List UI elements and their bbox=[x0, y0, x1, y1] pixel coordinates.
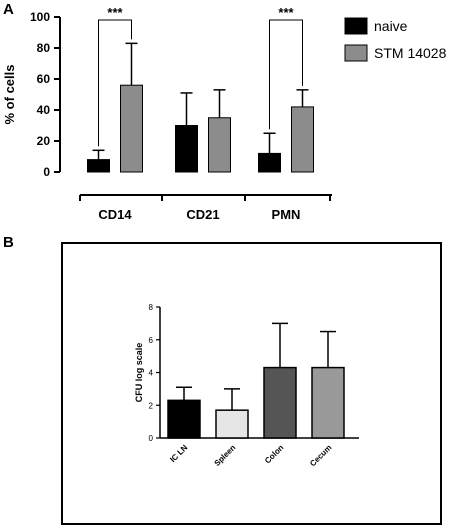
y-tick-label: 20 bbox=[37, 134, 51, 148]
y-tick-label: 0 bbox=[149, 434, 154, 443]
legend-swatch-1 bbox=[344, 44, 368, 62]
y-tick-label: 8 bbox=[149, 303, 154, 312]
legend-swatch-0 bbox=[344, 17, 368, 35]
bar-1-0 bbox=[120, 84, 143, 173]
y-tick-label: 4 bbox=[149, 369, 154, 378]
significance-label: *** bbox=[107, 5, 123, 20]
bar-1-2 bbox=[291, 106, 314, 173]
y-tick-label: 0 bbox=[43, 165, 50, 179]
chart-b: 0 2 4 6 8 CFU log scale IC LN Spleen Colon Cecum bbox=[134, 303, 359, 468]
y-tick-label: 40 bbox=[37, 103, 51, 117]
y-tick-label: 80 bbox=[37, 41, 51, 55]
x-tick-label: Cecum bbox=[308, 443, 333, 468]
y-tick-label: 2 bbox=[149, 401, 154, 410]
significance-bracket bbox=[98, 19, 132, 147]
y-tick-label: 100 bbox=[30, 10, 50, 24]
x-tick-label: PMN bbox=[272, 207, 301, 222]
legend-label-1: STM 14028 bbox=[374, 45, 447, 61]
bar-0-2 bbox=[258, 152, 281, 173]
panel-b-label: B bbox=[3, 234, 14, 251]
significance-bracket bbox=[269, 19, 303, 130]
x-tick-label: Colon bbox=[263, 443, 285, 465]
legend-label-0: naive bbox=[374, 18, 408, 34]
panel-b-frame bbox=[61, 242, 442, 525]
bar-2 bbox=[263, 366, 297, 439]
x-tick-label: CD21 bbox=[186, 207, 219, 222]
bar-1 bbox=[215, 409, 249, 439]
significance-label: *** bbox=[278, 5, 294, 20]
x-tick-label: IC LN bbox=[168, 443, 189, 464]
panel-a-label: A bbox=[3, 1, 14, 18]
y-tick-label: 6 bbox=[149, 336, 154, 345]
x-tick-label: CD14 bbox=[98, 207, 132, 222]
bar-0 bbox=[167, 399, 201, 439]
x-tick-label: Spleen bbox=[212, 443, 237, 468]
bar-0-0 bbox=[87, 159, 110, 173]
y-axis-title: CFU log scale bbox=[134, 343, 144, 403]
y-tick-label: 60 bbox=[37, 72, 51, 86]
bar-3 bbox=[311, 366, 345, 439]
bar-0-1 bbox=[175, 125, 198, 173]
y-axis-title: % of cells bbox=[2, 65, 17, 125]
bar-1-1 bbox=[208, 117, 231, 173]
chart-a: 0 20 40 60 80 100 % of cells CD14 CD21 PMN *** *** n… bbox=[2, 5, 447, 222]
